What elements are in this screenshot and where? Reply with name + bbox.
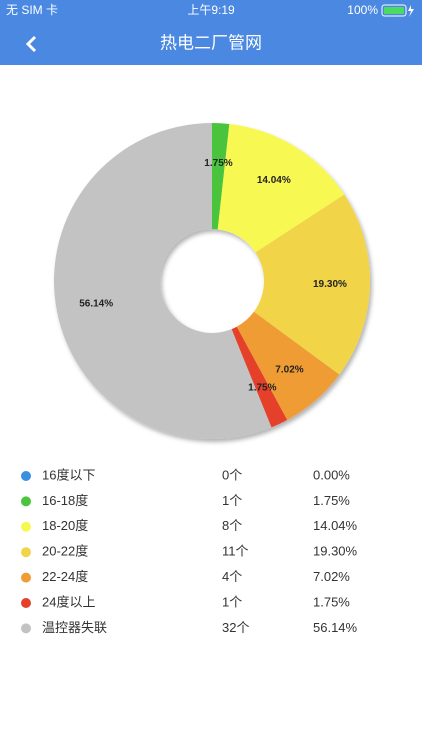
legend-name: 20-22度 <box>42 544 88 559</box>
legend-swatch <box>21 598 31 608</box>
legend: 16度以下 0个 0.00% 16-18度 1个 1.75% 18-20度 8个 14.04% 2… <box>21 467 358 635</box>
slice-label: 7.02% <box>275 365 303 376</box>
legend-name: 16度以下 <box>42 467 95 482</box>
legend-name: 16-18度 <box>42 493 88 508</box>
legend-swatch <box>21 496 31 507</box>
legend-name: 24度以上 <box>42 594 95 609</box>
donut <box>53 123 371 439</box>
legend-swatch <box>21 623 31 634</box>
slice <box>253 194 371 375</box>
slice <box>236 311 340 420</box>
legend-swatch <box>21 572 31 583</box>
legend-percent: 0.00% <box>313 467 350 482</box>
legend-percent: 14.04% <box>313 518 358 533</box>
legend-name: 18-20度 <box>42 518 88 533</box>
legend-percent: 1.75% <box>313 493 350 508</box>
legend-swatch <box>21 471 31 481</box>
battery-text: 100% <box>347 3 378 17</box>
header-bg <box>0 0 422 65</box>
legend-percent: 7.02% <box>313 569 350 584</box>
legend-count: 32个 <box>222 620 249 635</box>
legend-count: 11个 <box>222 544 249 559</box>
legend-name: 温控器失联 <box>42 620 107 635</box>
back-button[interactable] <box>25 35 37 53</box>
legend-swatch <box>21 547 31 558</box>
legend-count: 4个 <box>222 569 242 584</box>
slice <box>217 123 345 253</box>
nav-title: 热电二厂管网 <box>160 33 262 52</box>
legend-percent: 1.75% <box>313 594 350 609</box>
legend-swatch <box>21 521 31 532</box>
battery-level <box>384 7 404 14</box>
legend-name: 22-24度 <box>42 569 88 584</box>
slice <box>212 123 230 230</box>
slice-label: 19.30% <box>313 279 347 290</box>
slice <box>231 326 288 428</box>
charging-icon <box>408 5 414 17</box>
slice <box>53 123 272 439</box>
legend-count: 0个 <box>222 467 242 482</box>
slice-label: 1.75% <box>248 382 276 393</box>
carrier: 无 SIM 卡 <box>6 3 58 17</box>
battery-icon <box>381 4 407 17</box>
slice-label: 1.75% <box>204 158 232 169</box>
legend-percent: 56.14% <box>313 620 358 635</box>
legend-count: 8个 <box>222 518 242 533</box>
legend-count: 1个 <box>222 493 242 508</box>
clock: 上午9:19 <box>187 3 235 17</box>
legend-count: 1个 <box>222 594 242 609</box>
slice-label: 14.04% <box>257 175 291 186</box>
slice-labels: 1.75% 14.04% 19.30% 7.02% 1.75% 56.14% <box>79 158 347 394</box>
slice-label: 56.14% <box>79 298 113 309</box>
legend-percent: 19.30% <box>313 544 358 559</box>
